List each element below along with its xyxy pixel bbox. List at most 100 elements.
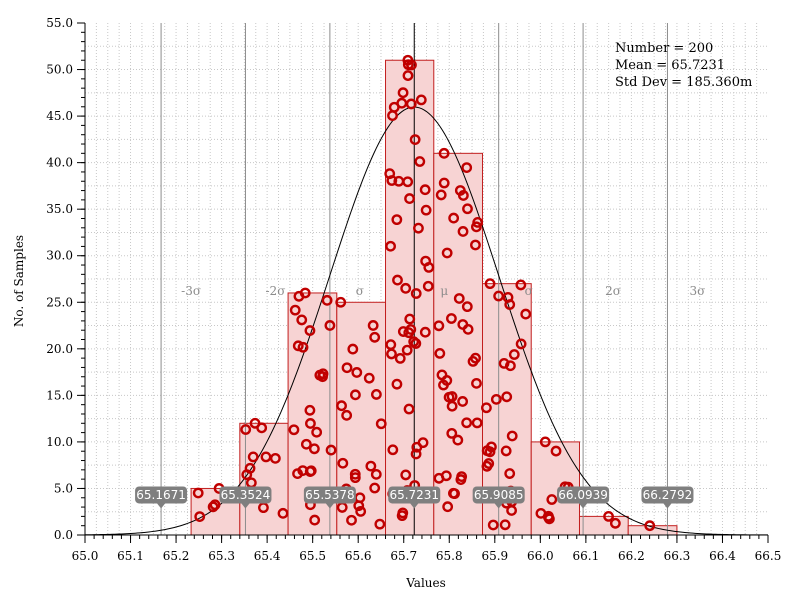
sample-point-ring — [350, 389, 361, 401]
sample-point — [472, 217, 484, 228]
y-tick-label: 5.0 — [54, 481, 73, 495]
sample-point-ring — [505, 360, 516, 372]
sample-point — [457, 396, 469, 407]
sample-point — [393, 175, 405, 187]
sample-point — [461, 301, 473, 313]
sample-point — [471, 377, 482, 389]
sample-point-ring — [321, 294, 333, 306]
sample-point — [365, 460, 377, 472]
sample-point — [457, 226, 469, 237]
sample-point-ring — [297, 465, 309, 477]
sample-point-ring — [385, 240, 396, 252]
sample-point — [370, 389, 382, 400]
sample-point-ring — [277, 507, 289, 519]
sample-point-ring — [192, 487, 204, 499]
sample-point — [370, 468, 382, 480]
sample-point — [400, 282, 412, 294]
callout-box — [219, 486, 272, 504]
sample-point-ring — [442, 501, 454, 513]
x-tick-label: 66.1 — [573, 549, 600, 563]
sample-point — [249, 417, 261, 429]
sample-point — [304, 404, 316, 416]
sigma-label: 3σ — [690, 284, 706, 298]
sample-point — [392, 274, 403, 286]
sample-point-ring — [546, 494, 558, 505]
sample-point — [446, 427, 458, 439]
callout-box — [557, 486, 610, 504]
sample-point — [347, 343, 359, 355]
sample-point-ring — [504, 468, 516, 479]
callout-pointer — [494, 503, 503, 509]
sigma-label: σ — [356, 284, 364, 298]
sample-point-ring — [209, 499, 221, 511]
x-tick-label: 66.5 — [755, 549, 782, 563]
sample-point-ring — [309, 514, 321, 526]
sample-point-ring — [397, 87, 409, 99]
x-tick-label: 66.3 — [664, 549, 691, 563]
sample-point-ring — [363, 372, 375, 384]
sample-point-ring — [394, 353, 406, 364]
sample-point-ring — [490, 393, 502, 405]
sample-point — [457, 190, 469, 201]
sample-point — [448, 487, 459, 499]
y-tick-label: 30.0 — [46, 249, 73, 263]
stats-number: Number = 200 — [615, 41, 713, 56]
sigma-callout: 66.2792 — [641, 486, 694, 509]
sample-point-ring — [452, 434, 464, 446]
sample-point-ring — [387, 444, 399, 456]
sigma-callout: 65.5378 — [303, 486, 356, 509]
sample-point — [260, 451, 272, 463]
sample-point — [487, 519, 499, 531]
sigma-label: -3σ — [181, 284, 201, 298]
sample-point — [499, 519, 511, 531]
sigma-callouts: 65.1671 65.3524 65.5378 65.7231 65.9085 66.09… — [135, 486, 694, 509]
callout-pointer — [663, 503, 672, 509]
sample-point-ring — [470, 239, 481, 251]
callout-label: 65.7231 — [389, 488, 439, 502]
sample-point — [446, 400, 458, 412]
sigma-lines: -3σ -2σ σ μ σ 2σ 3σ — [160, 23, 706, 535]
sample-point-ring — [508, 349, 520, 360]
callout-pointer — [241, 503, 250, 509]
sigma-callout: 65.9085 — [472, 486, 525, 509]
sample-point-ring — [435, 189, 447, 201]
sample-point — [419, 184, 431, 196]
sample-point-ring — [240, 424, 252, 435]
callout-label: 65.9085 — [474, 488, 524, 502]
sample-point-ring — [375, 418, 387, 430]
sample-point-ring — [409, 134, 421, 145]
sigma-label: σ — [525, 284, 533, 298]
sample-point-ring — [414, 156, 426, 167]
sample-point-ring — [441, 247, 453, 259]
sample-point-ring — [324, 320, 336, 331]
sample-point — [363, 372, 375, 384]
sample-point — [467, 355, 479, 367]
sample-point-ring — [288, 424, 300, 436]
sample-point-ring — [419, 326, 431, 338]
sample-point — [539, 436, 551, 448]
sample-point — [419, 326, 431, 338]
sigma-callout: 65.7231 — [388, 486, 441, 509]
sample-point — [434, 347, 446, 359]
sample-point-ring — [289, 304, 301, 316]
sample-point-ring — [419, 184, 431, 196]
sample-point-ring — [297, 341, 309, 353]
sample-point-ring — [305, 418, 316, 429]
sample-point-ring — [644, 520, 656, 532]
sample-point-ring — [471, 377, 482, 389]
sample-point-ring — [260, 451, 272, 463]
sample-point-ring — [446, 400, 458, 412]
sample-point — [505, 360, 516, 372]
sample-point-ring — [341, 362, 353, 374]
sample-point-ring — [365, 460, 377, 472]
sample-point — [311, 426, 323, 438]
sample-point — [404, 313, 416, 325]
sample-point-ring — [401, 344, 413, 356]
sample-point — [609, 517, 621, 529]
sample-point-ring — [355, 505, 367, 517]
sample-point-ring — [455, 474, 467, 485]
sample-point — [410, 288, 422, 299]
sample-point — [417, 437, 429, 449]
